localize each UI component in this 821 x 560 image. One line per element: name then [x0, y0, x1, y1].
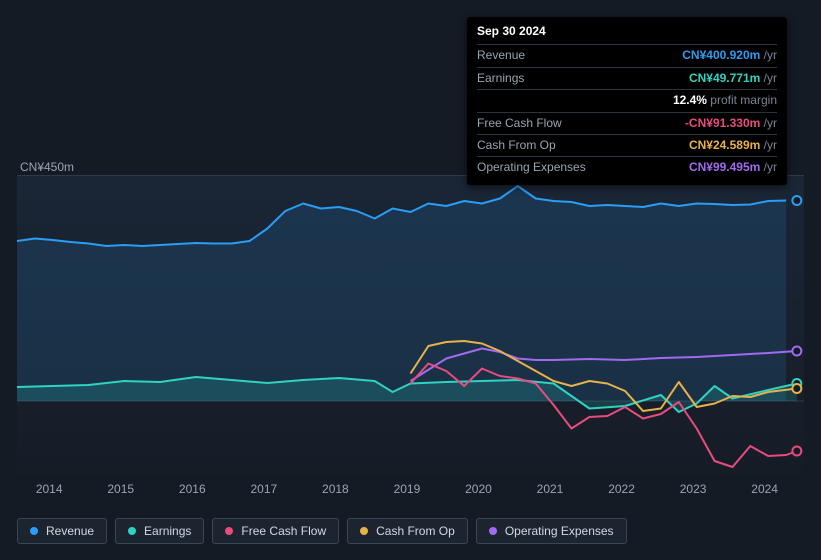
tooltip-label: Free Cash Flow [477, 115, 562, 132]
legend-label: Revenue [46, 524, 94, 538]
tooltip-row: Free Cash Flow -CN¥91.330m /yr [477, 112, 777, 134]
x-axis-label: 2021 [537, 482, 564, 496]
chart-tooltip: Sep 30 2024 Revenue CN¥400.920m /yr Earnin… [467, 17, 787, 185]
legend-dot [489, 527, 497, 535]
legend-item-operating-expenses[interactable]: Operating Expenses [476, 518, 627, 544]
tooltip-value: 12.4% profit margin [673, 92, 777, 109]
tooltip-value: CN¥99.495m /yr [689, 159, 777, 176]
legend-label: Cash From Op [376, 524, 455, 538]
x-axis-label: 2015 [107, 482, 134, 496]
x-axis-label: 2019 [394, 482, 421, 496]
tooltip-value: -CN¥91.330m /yr [685, 115, 777, 132]
tooltip-row: Operating Expenses CN¥99.495m /yr [477, 156, 777, 178]
legend-label: Operating Expenses [505, 524, 614, 538]
legend-item-free-cash-flow[interactable]: Free Cash Flow [212, 518, 339, 544]
tooltip-label: Cash From Op [477, 137, 556, 154]
tooltip-label: Operating Expenses [477, 159, 586, 176]
legend-dot [225, 527, 233, 535]
x-axis-label: 2020 [465, 482, 492, 496]
legend-item-earnings[interactable]: Earnings [115, 518, 204, 544]
tooltip-label: Revenue [477, 47, 525, 64]
x-axis-label: 2018 [322, 482, 349, 496]
x-axis-label: 2023 [680, 482, 707, 496]
y-axis-label: CN¥450m [20, 160, 74, 174]
x-axis-label: 2016 [179, 482, 206, 496]
legend-dot [128, 527, 136, 535]
chart-svg [17, 176, 804, 476]
tooltip-value: CN¥400.920m /yr [682, 47, 777, 64]
x-axis-label: 2022 [608, 482, 635, 496]
legend-label: Free Cash Flow [241, 524, 326, 538]
x-axis-label: 2014 [36, 482, 63, 496]
x-axis: 2014 2015 2016 2017 2018 2019 2020 2021 2022 2023… [17, 482, 804, 500]
tooltip-row: Cash From Op CN¥24.589m /yr [477, 134, 777, 156]
legend-dot [360, 527, 368, 535]
tooltip-value: CN¥49.771m /yr [689, 70, 777, 87]
legend-dot [30, 527, 38, 535]
tooltip-value: CN¥24.589m /yr [689, 137, 777, 154]
tooltip-row: Earnings CN¥49.771m /yr [477, 67, 777, 89]
tooltip-title: Sep 30 2024 [477, 23, 777, 40]
tooltip-row: Revenue CN¥400.920m /yr [477, 44, 777, 66]
chart-area[interactable] [17, 175, 804, 475]
legend: Revenue Earnings Free Cash Flow Cash From O… [17, 518, 627, 544]
legend-label: Earnings [144, 524, 191, 538]
tooltip-label: Earnings [477, 70, 524, 87]
x-axis-label: 2017 [250, 482, 277, 496]
legend-item-cash-from-op[interactable]: Cash From Op [347, 518, 468, 544]
legend-item-revenue[interactable]: Revenue [17, 518, 107, 544]
tooltip-row: 12.4% profit margin [477, 89, 777, 111]
x-axis-label: 2024 [751, 482, 778, 496]
